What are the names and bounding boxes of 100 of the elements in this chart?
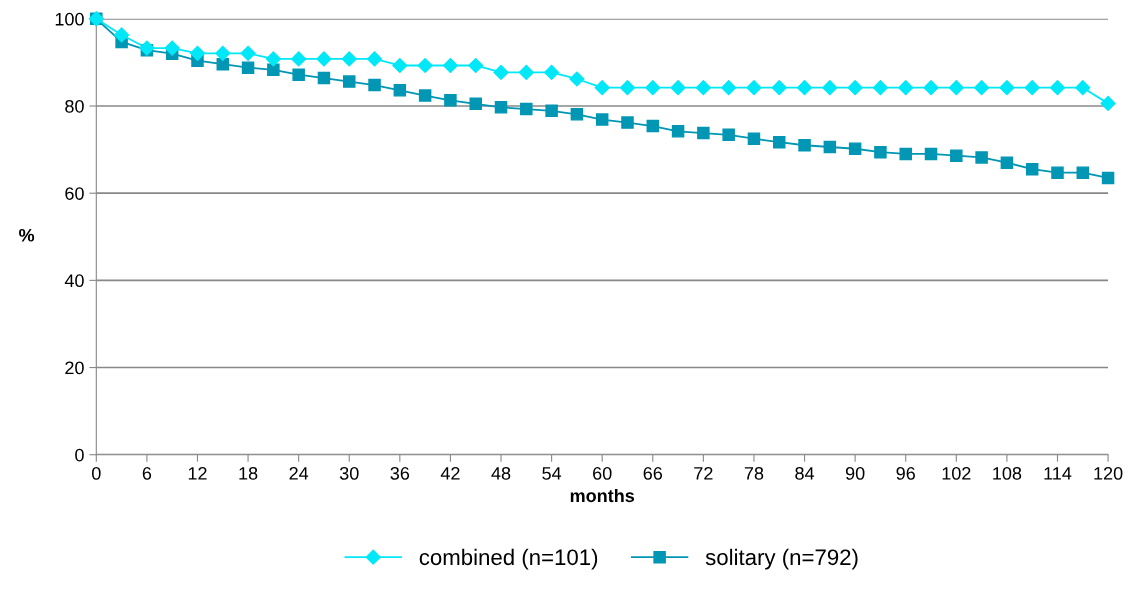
x-tick-label: 0 xyxy=(91,466,101,480)
point xyxy=(393,84,407,97)
point xyxy=(442,57,458,74)
point xyxy=(899,147,912,161)
x-tick-label: 96 xyxy=(896,466,915,480)
point xyxy=(545,104,558,118)
point xyxy=(695,80,711,96)
point xyxy=(722,128,735,142)
y-tick-label: 0 xyxy=(75,448,84,462)
x-tick-label: 114 xyxy=(1044,467,1072,480)
y-tick-label: 20 xyxy=(65,361,84,375)
point xyxy=(975,151,988,164)
x-tick-label: 54 xyxy=(542,467,562,480)
x-tick-label: 90 xyxy=(845,466,865,480)
point xyxy=(823,140,837,154)
point xyxy=(645,80,661,96)
point xyxy=(469,97,482,111)
point xyxy=(747,132,761,145)
point xyxy=(670,80,686,96)
point xyxy=(923,80,939,96)
point xyxy=(772,135,786,149)
point xyxy=(544,64,560,81)
legend-label: solitary (n=792) xyxy=(705,548,858,570)
x-tick-label: 102 xyxy=(942,466,971,480)
point xyxy=(594,80,610,96)
point xyxy=(493,64,509,81)
point xyxy=(898,80,914,96)
y-tick-label: 80 xyxy=(65,99,84,113)
x-axis-title: months xyxy=(570,488,635,503)
x-tick-label: 84 xyxy=(795,466,815,480)
x-tick-label: 78 xyxy=(744,466,764,480)
point xyxy=(874,145,887,159)
point xyxy=(1100,95,1116,111)
point xyxy=(924,147,938,161)
point xyxy=(215,45,231,61)
point xyxy=(1025,162,1039,176)
point xyxy=(646,119,660,133)
point xyxy=(847,80,863,96)
point xyxy=(974,80,990,96)
point xyxy=(621,116,634,129)
x-tick-label: 12 xyxy=(188,466,207,480)
x-tick-label: 6 xyxy=(142,466,152,480)
point xyxy=(746,80,762,96)
point xyxy=(948,80,964,96)
point xyxy=(518,64,534,81)
point xyxy=(520,102,533,116)
point xyxy=(494,101,508,114)
point xyxy=(114,27,130,43)
x-tick-label: 30 xyxy=(339,466,359,480)
point xyxy=(267,63,280,77)
x-tick-label: 36 xyxy=(390,466,410,480)
point xyxy=(721,80,737,96)
point xyxy=(240,45,256,61)
point xyxy=(368,78,381,92)
point xyxy=(392,57,408,74)
point xyxy=(189,45,206,61)
x-tick-label: 66 xyxy=(643,466,663,480)
x-tick-label: 24 xyxy=(289,466,309,480)
point xyxy=(1101,171,1115,185)
point xyxy=(872,80,888,96)
point xyxy=(771,80,787,96)
point xyxy=(697,126,710,140)
x-tick-label: 120 xyxy=(1094,466,1123,480)
point xyxy=(366,51,383,67)
point xyxy=(570,108,584,121)
point xyxy=(822,80,838,96)
point xyxy=(671,125,685,138)
point xyxy=(341,51,357,67)
point xyxy=(317,71,331,85)
legend-label: combined (n=101) xyxy=(419,548,598,570)
point xyxy=(418,89,432,102)
point xyxy=(292,68,305,81)
point xyxy=(265,51,281,67)
x-tick-label: 18 xyxy=(239,466,258,480)
y-axis-title: % xyxy=(19,228,35,242)
x-tick-label: 72 xyxy=(694,466,713,480)
point xyxy=(417,57,433,74)
point xyxy=(999,80,1015,96)
point xyxy=(444,94,457,107)
point xyxy=(342,75,356,88)
point xyxy=(291,51,307,67)
x-tick-label: 42 xyxy=(440,466,460,480)
y-tick-label: 40 xyxy=(64,274,84,288)
point xyxy=(595,113,609,126)
point xyxy=(164,40,180,56)
point xyxy=(950,149,963,162)
point xyxy=(468,57,484,74)
point xyxy=(1024,80,1040,96)
point xyxy=(1075,80,1091,96)
point xyxy=(1049,80,1066,96)
point xyxy=(569,71,585,87)
point xyxy=(798,138,811,152)
point xyxy=(796,80,813,96)
y-tick-label: 60 xyxy=(65,187,84,200)
point xyxy=(1051,166,1064,179)
point xyxy=(848,142,862,155)
point xyxy=(1076,166,1090,179)
y-tick-label: 100 xyxy=(55,12,84,26)
point xyxy=(619,80,636,96)
x-tick-label: 108 xyxy=(993,466,1022,480)
